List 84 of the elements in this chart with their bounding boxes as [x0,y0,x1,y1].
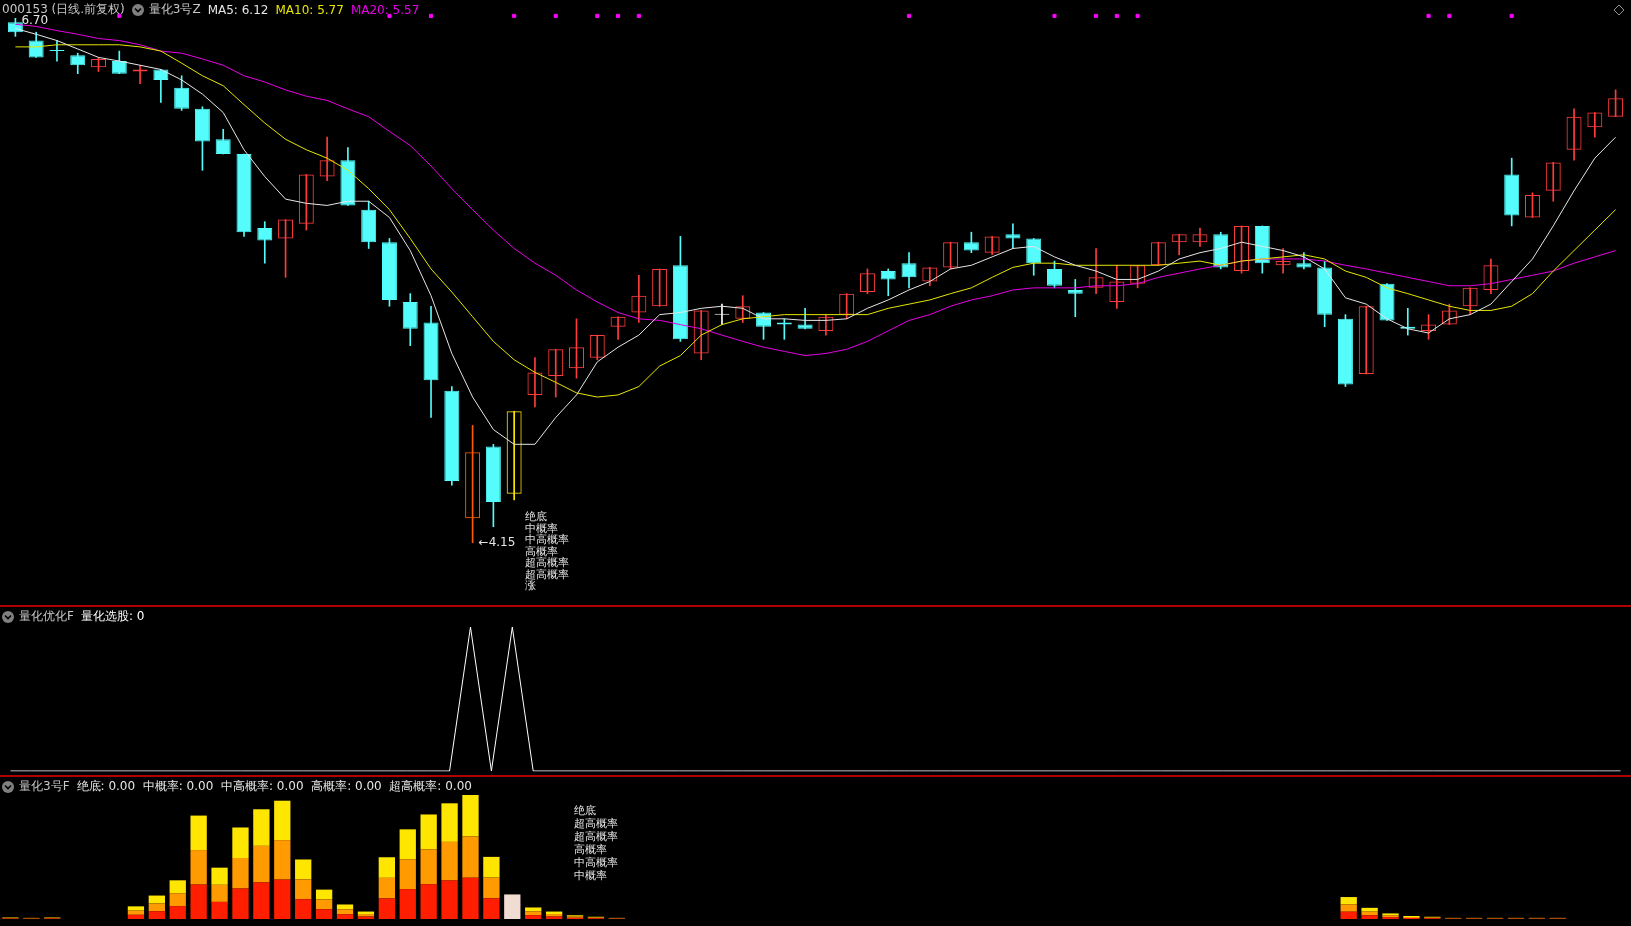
text: 量化选股: 0 [80,608,145,625]
bar [420,884,437,919]
chart-title: 量化优化F [19,608,74,625]
candlestick [49,40,65,62]
bar [232,888,249,919]
annotation: 绝底 [525,510,548,524]
bar [190,884,207,919]
bar [399,829,416,860]
bar [253,845,270,883]
bar [274,840,291,880]
bar [483,877,500,899]
bar [148,903,165,912]
bar [483,856,500,878]
bar [315,909,333,919]
text: MA10: 5.77 [275,2,344,17]
annotation: 中高概率 [525,533,570,547]
bar [525,915,542,919]
chart-subtitle: 绝底: 0.00 中概率: 0.00 中高概率: 0.00 高概率: 0.00 超高概率: 0.00 [76,778,472,795]
bar [127,914,145,919]
bar [1340,911,1357,919]
bar [1361,907,1378,912]
bar [336,904,354,910]
bar [378,857,395,878]
bar [274,800,291,841]
bar [169,880,186,894]
bar [525,911,542,916]
annotation: 中高概率 [574,855,619,869]
annotation: 6.70 [21,13,49,28]
bar [190,850,207,885]
candlestick [1067,279,1083,318]
bar [441,841,458,881]
bar [169,893,186,907]
bar [441,803,458,842]
annotation: 超高概率 [574,816,619,830]
bar [127,910,145,915]
bar [399,859,416,890]
bar [148,911,165,919]
chart-title: 量化3号F [19,778,70,795]
bar [336,914,354,919]
bar [232,857,249,889]
text: MA5: 6.12 [207,2,269,17]
bar [420,849,437,885]
bar [315,889,333,900]
chart-subtitle: 量化3号Z [148,1,201,18]
bar [211,884,228,902]
bar [169,906,186,919]
annotation: ←4.15 [478,535,516,550]
bar [315,899,333,910]
bar [525,907,542,912]
bar [504,894,521,919]
bar [253,809,270,846]
annotation: 超高概率 [574,829,619,843]
bar [1340,904,1357,912]
bar [483,898,500,919]
chart-title: 000153 (日线.前复权) [2,1,125,16]
annotation: 中概率 [574,868,608,882]
bar [127,906,145,911]
bar [1361,915,1378,919]
bar [441,880,458,919]
annotation: 高概率 [574,842,608,856]
bar [462,836,479,878]
bar [1340,897,1357,905]
text: 涨 [525,579,537,593]
text: 超高概率 [525,556,570,570]
bar [462,877,479,919]
bar [295,859,312,880]
bar [399,889,416,919]
bar [420,814,437,850]
bar [336,909,354,915]
bar [211,901,228,919]
bar [232,827,249,858]
annotation: 绝底 [574,803,597,817]
bar [295,879,312,900]
bar [378,877,395,899]
bar [274,879,291,919]
bar [378,898,395,919]
text: MA20: 5.57 [350,2,420,17]
bar [190,815,207,851]
candlestick [1005,223,1021,249]
bar [295,899,312,919]
bar [462,795,479,837]
text: 超高概率 [525,567,570,581]
bar [253,882,270,919]
bar [211,867,228,885]
